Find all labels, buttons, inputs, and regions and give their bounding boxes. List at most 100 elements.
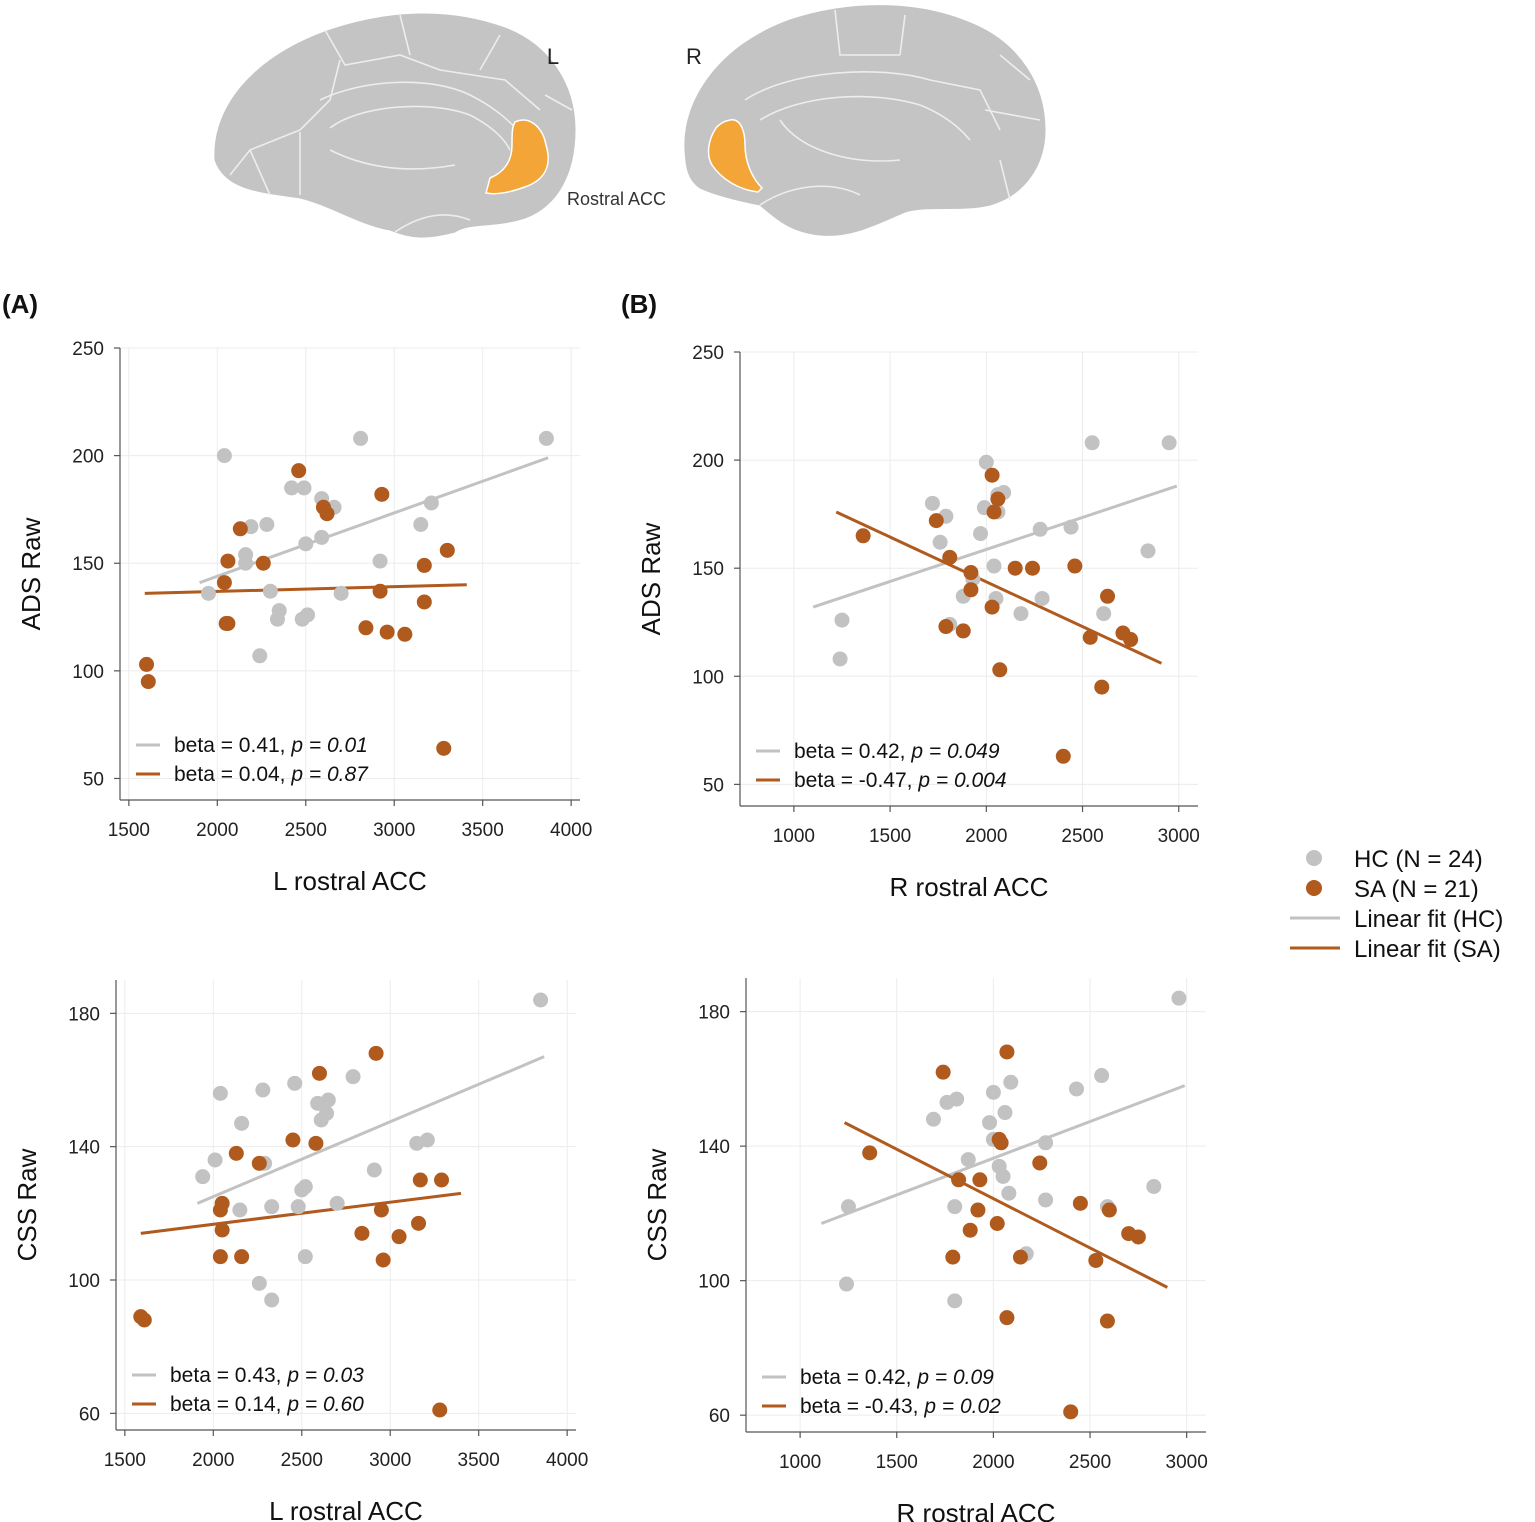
point-sa	[220, 616, 236, 632]
y-axis-title: ADS Raw	[16, 517, 46, 630]
point-hc	[255, 1082, 271, 1098]
chart-css-right-acc: 1000 1500 2000 2500 3000 60 100 140 180 R rostral…	[642, 978, 1208, 1522]
point-sa	[228, 1145, 244, 1161]
point-hc	[832, 651, 848, 667]
point-sa	[1032, 1155, 1048, 1171]
point-hc	[269, 611, 285, 627]
x-axis-title: R rostral ACC	[890, 872, 1049, 902]
point-sa	[963, 582, 979, 598]
point-sa	[216, 575, 232, 591]
fit-annotation-beta: beta = -0.43,	[800, 1395, 924, 1418]
point-hc	[1001, 1185, 1017, 1201]
y-tick-label: 200	[692, 451, 724, 472]
point-sa	[1100, 588, 1116, 604]
point-sa	[251, 1155, 267, 1171]
y-tick-label: 100	[692, 667, 724, 688]
x-tick-label: 4000	[546, 1450, 588, 1471]
point-sa	[855, 528, 871, 544]
point-hc	[1094, 1068, 1110, 1084]
x-tick-label: 1500	[876, 1452, 918, 1473]
y-tick-label: 250	[72, 339, 104, 360]
fit-annotation-p: p = 0.004	[917, 769, 1006, 792]
x-tick-label: 2500	[1061, 826, 1103, 847]
legend-label: SA (N = 21)	[1354, 876, 1479, 903]
legend-label: Linear fit (SA)	[1354, 936, 1501, 963]
point-hc	[1069, 1081, 1085, 1097]
point-hc	[1003, 1074, 1019, 1090]
point-hc	[985, 1084, 1001, 1100]
point-sa	[412, 1172, 428, 1188]
fit-annotation-sa: beta = -0.47, p = 0.004	[794, 769, 1007, 792]
point-hc	[413, 516, 429, 532]
point-hc	[353, 430, 369, 446]
y-tick-label: 100	[698, 1272, 730, 1293]
fit-annotation-beta: beta = 0.43,	[170, 1364, 287, 1387]
x-axis-title: R rostral ACC	[897, 1498, 1056, 1522]
roi-label: Rostral ACC	[567, 189, 666, 209]
y-tick-label: 150	[692, 559, 724, 580]
x-tick-label: 1500	[869, 826, 911, 847]
point-hc	[932, 534, 948, 550]
x-tick-label: 2000	[196, 820, 238, 841]
point-sa	[1123, 632, 1139, 648]
point-hc	[200, 585, 216, 601]
point-sa	[1099, 1313, 1115, 1329]
point-hc	[314, 529, 330, 545]
point-hc	[297, 1249, 313, 1265]
point-hc	[997, 1105, 1013, 1121]
point-hc	[973, 526, 989, 542]
right-hemisphere-surface	[684, 5, 1046, 236]
point-hc	[1032, 521, 1048, 537]
point-hc	[296, 480, 312, 496]
x-tick-label: 1000	[779, 1452, 821, 1473]
point-sa	[373, 1202, 389, 1218]
brain-illustration: L R Rostral ACC	[214, 5, 1046, 238]
point-hc	[986, 558, 1002, 574]
point-hc	[284, 480, 300, 496]
point-sa	[1094, 679, 1110, 695]
point-sa	[391, 1229, 407, 1245]
left-hemisphere-surface	[214, 13, 576, 238]
x-tick-label: 3000	[1158, 826, 1200, 847]
fit-annotation-p: p = 0.87	[290, 763, 369, 786]
x-tick-label: 3000	[373, 820, 415, 841]
point-sa	[308, 1135, 324, 1151]
chart-css-left-acc: 1500 2000 2500 3000 3500 4000 60 100 140 180 L ros…	[12, 980, 588, 1522]
point-sa	[1012, 1249, 1028, 1265]
point-sa	[1130, 1229, 1146, 1245]
fit-annotation-beta: beta = 0.14,	[170, 1393, 287, 1416]
point-sa	[1072, 1195, 1088, 1211]
point-hc	[1140, 543, 1156, 559]
fit-annotation-p: p = 0.03	[286, 1364, 364, 1387]
point-sa	[285, 1132, 301, 1148]
point-sa	[354, 1225, 370, 1241]
fit-annotation-sa: beta = 0.04, p = 0.87	[174, 763, 369, 786]
point-hc	[995, 1168, 1011, 1184]
point-sa	[436, 740, 452, 756]
fit-annotation-p: p = 0.01	[290, 734, 367, 757]
point-sa	[234, 1249, 250, 1265]
point-sa	[999, 1044, 1015, 1060]
legend-marker-sa	[1306, 880, 1322, 896]
point-hc	[195, 1169, 211, 1185]
point-hc	[1038, 1192, 1054, 1208]
panel-label-a: (A)	[2, 289, 38, 319]
x-axis-title: L rostral ACC	[269, 1496, 423, 1522]
point-hc	[533, 992, 549, 1008]
fit-annotation-hc: beta = 0.41, p = 0.01	[174, 734, 368, 757]
fit-annotation-hc: beta = 0.43, p = 0.03	[170, 1364, 364, 1387]
y-tick-label: 200	[72, 447, 104, 468]
point-sa	[358, 620, 374, 636]
y-tick-label: 60	[709, 1406, 730, 1427]
fit-annotation-sa: beta = -0.43, p = 0.02	[800, 1395, 1001, 1418]
point-sa	[434, 1172, 450, 1188]
point-sa	[212, 1202, 228, 1218]
point-hc	[313, 1112, 329, 1128]
y-axis-title: CSS Raw	[12, 1148, 42, 1261]
point-sa	[984, 467, 1000, 483]
point-hc	[232, 1202, 248, 1218]
point-sa	[212, 1249, 228, 1265]
point-hc	[372, 553, 388, 569]
point-hc	[1146, 1179, 1162, 1195]
point-sa	[989, 1215, 1005, 1231]
